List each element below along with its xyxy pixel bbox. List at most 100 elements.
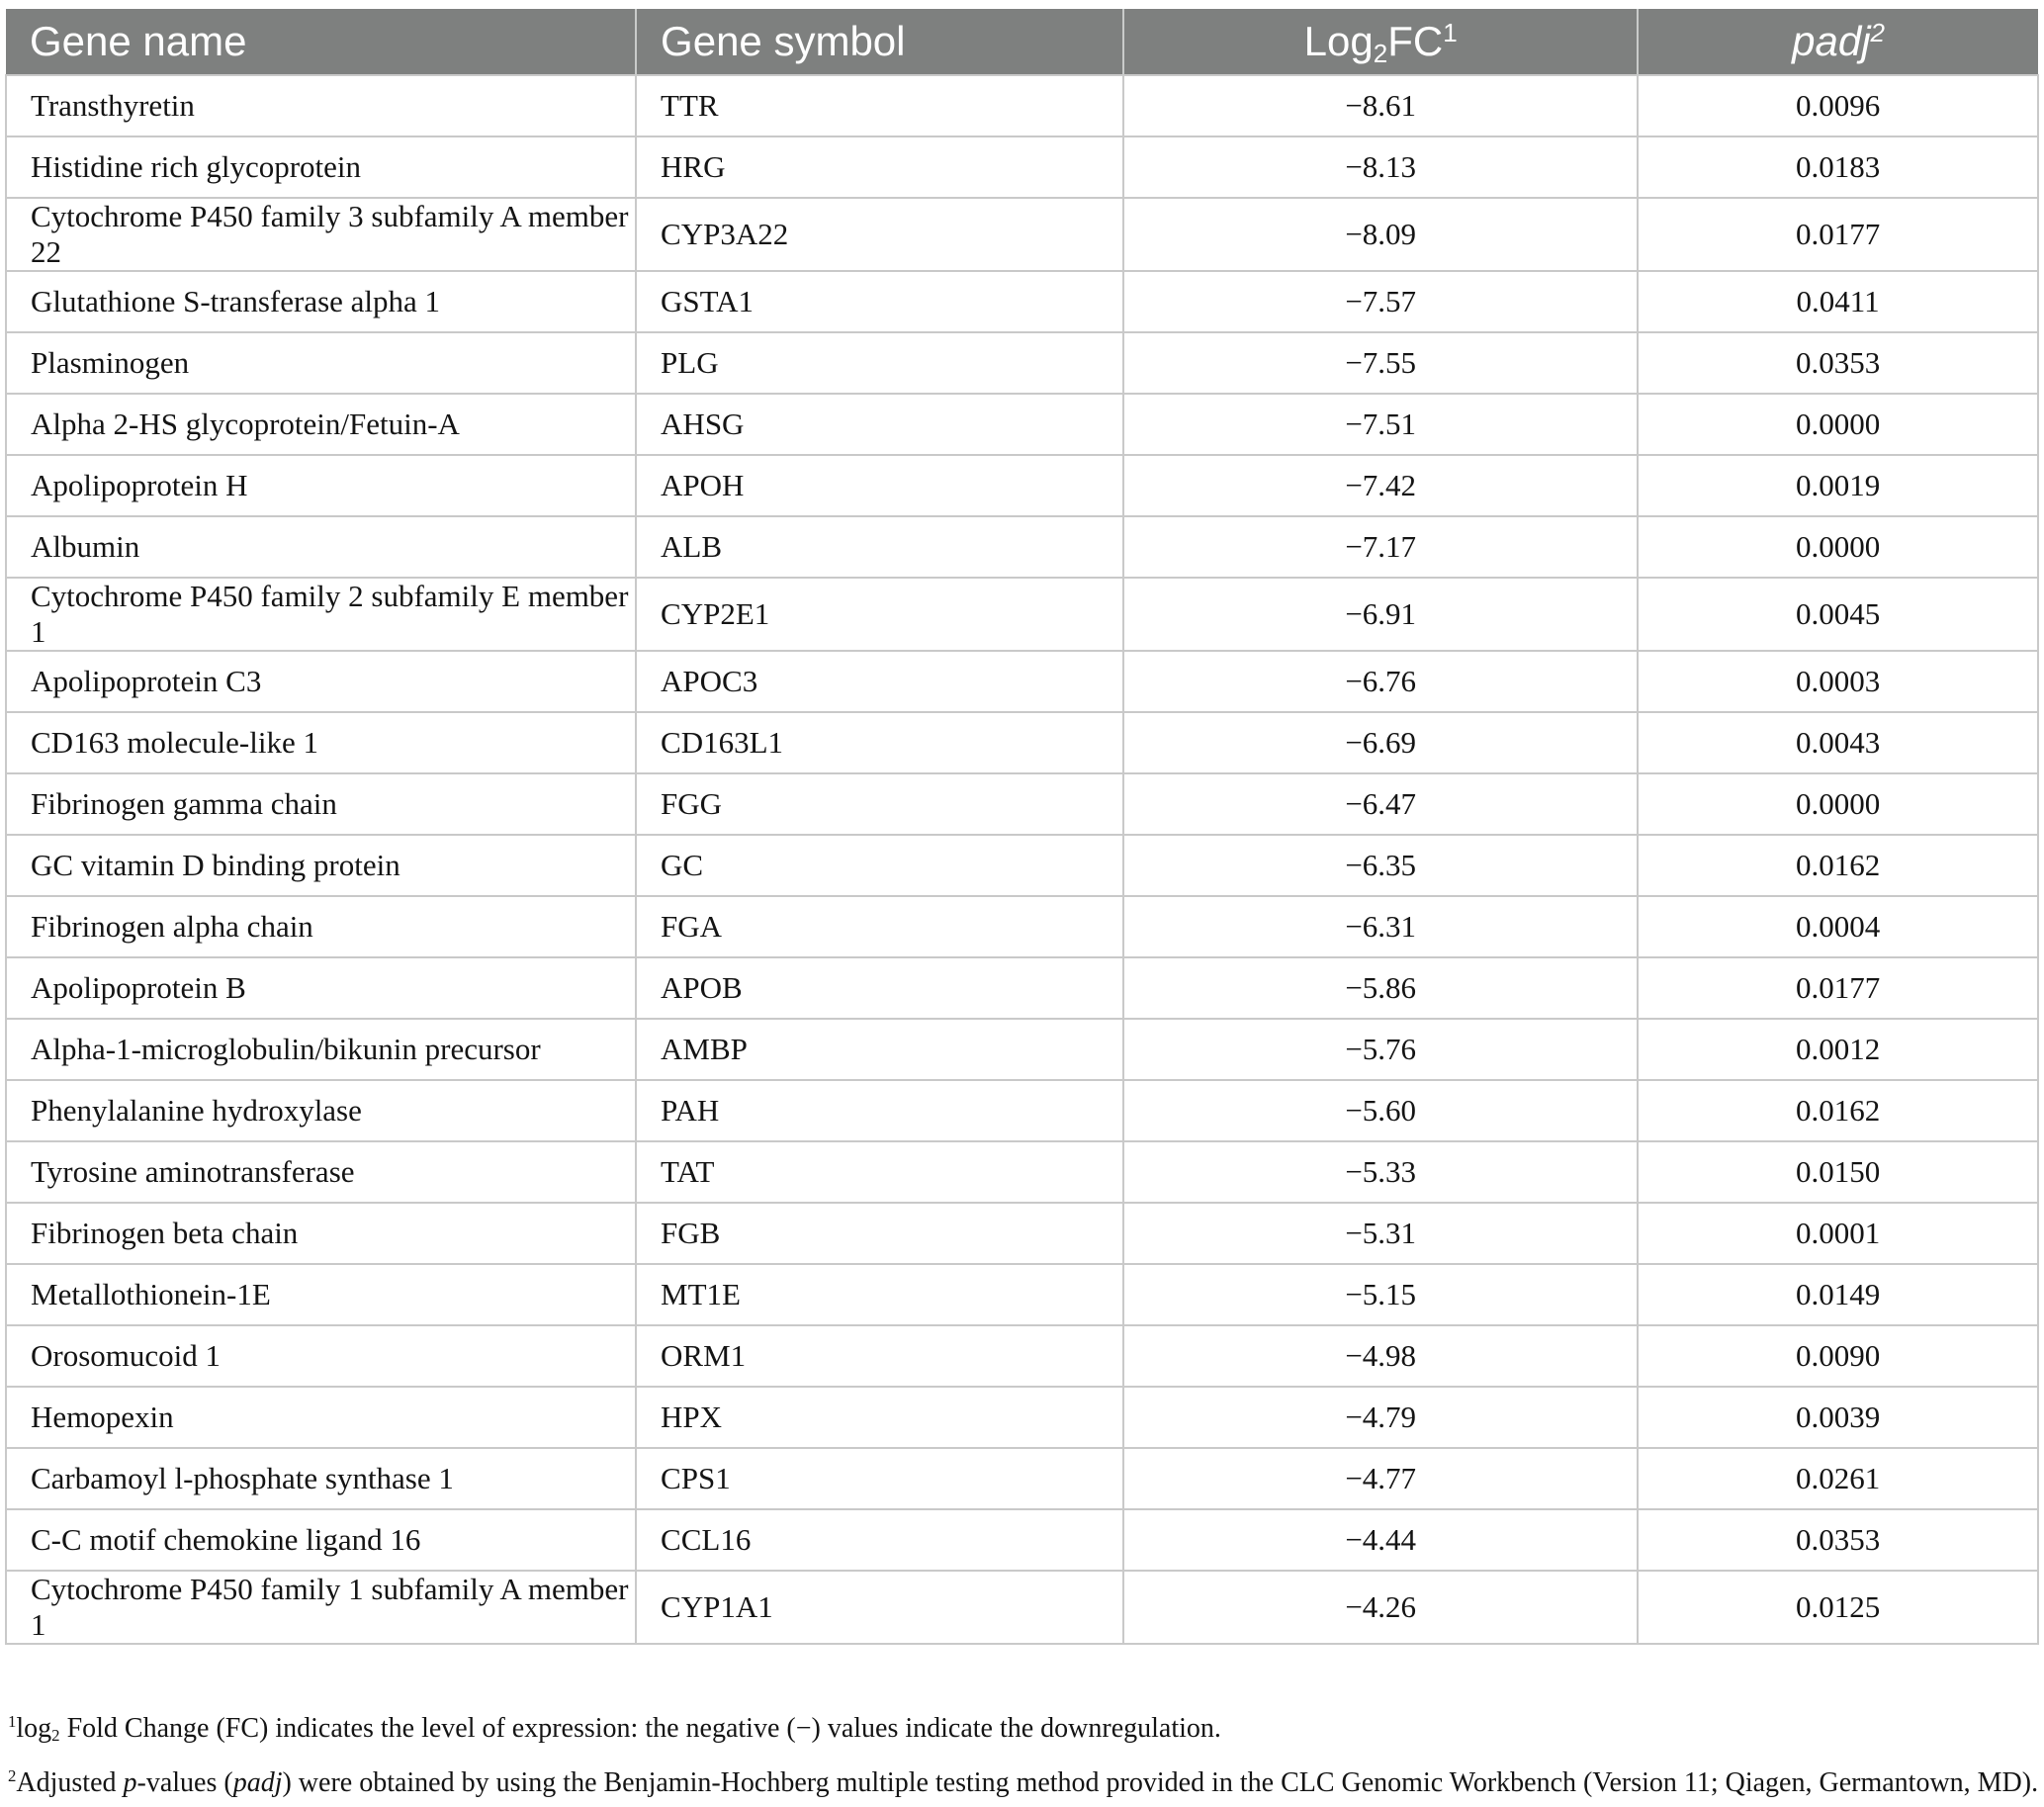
gene-name-cell: Hemopexin — [4, 1386, 638, 1449]
padj-cell: 0.0162 — [1637, 1079, 2039, 1142]
padj-cell: 0.0353 — [1637, 331, 2039, 395]
table-row: Metallothionein-1E MT1E −5.15 0.0149 — [4, 1263, 2039, 1326]
gene-symbol-cell: HRG — [635, 136, 1125, 199]
log2fc-cell: −4.98 — [1122, 1324, 1640, 1388]
table-row: GC vitamin D binding protein GC −6.35 0.016… — [4, 834, 2039, 897]
header-label: padj2 — [1792, 17, 1886, 64]
log2fc-cell: −5.60 — [1122, 1079, 1640, 1142]
gene-symbol-cell: CPS1 — [635, 1447, 1125, 1510]
gene-symbol-cell: ALB — [635, 515, 1125, 579]
gene-name-cell: C-C motif chemokine ligand 16 — [4, 1508, 638, 1572]
padj-cell: 0.0043 — [1637, 711, 2039, 774]
gene-symbol-cell: AHSG — [635, 393, 1125, 456]
gene-name-cell: Plasminogen — [4, 331, 638, 395]
gene-name-cell: Glutathione S-transferase alpha 1 — [4, 270, 638, 333]
gene-symbol-cell: HPX — [635, 1386, 1125, 1449]
gene-symbol-cell: TTR — [635, 74, 1125, 137]
table-row: Alpha-1-microglobulin/bikunin precursor A… — [4, 1018, 2039, 1081]
table-header: Gene name Gene symbol Log2FC1 padj2 — [6, 9, 2038, 75]
gene-name-cell: Fibrinogen alpha chain — [4, 895, 638, 958]
log2fc-cell: −6.35 — [1122, 834, 1640, 897]
gene-name-cell: Apolipoprotein H — [4, 454, 638, 517]
table-row: CD163 molecule-like 1 CD163L1 −6.69 0.0043 — [4, 711, 2039, 774]
log2fc-cell: −6.76 — [1122, 650, 1640, 713]
log2fc-cell: −5.31 — [1122, 1202, 1640, 1265]
gene-name-cell: Apolipoprotein C3 — [4, 650, 638, 713]
gene-name-cell: GC vitamin D binding protein — [4, 834, 638, 897]
gene-name-cell: Albumin — [4, 515, 638, 579]
header-row: Gene name Gene symbol Log2FC1 padj2 — [6, 9, 2038, 75]
gene-name-cell: Fibrinogen gamma chain — [4, 772, 638, 836]
table-row: Plasminogen PLG −7.55 0.0353 — [4, 331, 2039, 395]
padj-cell: 0.0149 — [1637, 1263, 2039, 1326]
log2fc-cell: −4.77 — [1122, 1447, 1640, 1510]
log2fc-cell: −8.61 — [1122, 74, 1640, 137]
log2fc-cell: −4.44 — [1122, 1508, 1640, 1572]
table-row: Transthyretin TTR −8.61 0.0096 — [4, 74, 2039, 137]
padj-cell: 0.0411 — [1637, 270, 2039, 333]
gene-name-cell: Transthyretin — [4, 74, 638, 137]
footnote-2: 2Adjusted p-values (padj) were obtained … — [8, 1765, 2039, 1798]
log2fc-cell: −6.47 — [1122, 772, 1640, 836]
footnotes: 1log2 Fold Change (FC) indicates the lev… — [5, 1708, 2039, 1807]
column-header-gene-name: Gene name — [6, 9, 637, 75]
gene-symbol-cell: AMBP — [635, 1018, 1125, 1081]
padj-cell: 0.0019 — [1637, 454, 2039, 517]
header-label: Gene symbol — [661, 18, 906, 64]
log2fc-cell: −4.26 — [1122, 1570, 1640, 1645]
padj-cell: 0.0003 — [1637, 650, 2039, 713]
padj-cell: 0.0000 — [1637, 772, 2039, 836]
table-row: Albumin ALB −7.17 0.0000 — [4, 515, 2039, 579]
padj-cell: 0.0039 — [1637, 1386, 2039, 1449]
gene-name-cell: Cytochrome P450 family 3 subfamily A mem… — [4, 197, 638, 272]
log2fc-cell: −7.55 — [1122, 331, 1640, 395]
table-row: Carbamoyl l-phosphate synthase 1 CPS1 −4.7… — [4, 1447, 2039, 1510]
table-row: Apolipoprotein B APOB −5.86 0.0177 — [4, 956, 2039, 1020]
table-body: Transthyretin TTR −8.61 0.0096 Histidine ric… — [4, 74, 2039, 1645]
log2fc-cell: −5.86 — [1122, 956, 1640, 1020]
gene-symbol-cell: MT1E — [635, 1263, 1125, 1326]
gene-symbol-cell: FGG — [635, 772, 1125, 836]
header-label: Gene name — [30, 18, 247, 64]
footnote-1: 1log2 Fold Change (FC) indicates the lev… — [8, 1711, 1221, 1746]
log2fc-cell: −7.42 — [1122, 454, 1640, 517]
padj-cell: 0.0125 — [1637, 1570, 2039, 1645]
gene-name-cell: Fibrinogen beta chain — [4, 1202, 638, 1265]
log2fc-cell: −8.09 — [1122, 197, 1640, 272]
table-row: Fibrinogen beta chain FGB −5.31 0.0001 — [4, 1202, 2039, 1265]
gene-symbol-cell: CCL16 — [635, 1508, 1125, 1572]
log2fc-cell: −4.79 — [1122, 1386, 1640, 1449]
table-row: Orosomucoid 1 ORM1 −4.98 0.0090 — [4, 1324, 2039, 1388]
gene-symbol-cell: PAH — [635, 1079, 1125, 1142]
column-header-gene-symbol: Gene symbol — [635, 9, 1124, 75]
table-row: Fibrinogen gamma chain FGG −6.47 0.0000 — [4, 772, 2039, 836]
padj-cell: 0.0162 — [1637, 834, 2039, 897]
log2fc-cell: −7.57 — [1122, 270, 1640, 333]
log2fc-cell: −8.13 — [1122, 136, 1640, 199]
gene-name-cell: Alpha-1-microglobulin/bikunin precursor — [4, 1018, 638, 1081]
table-row: Phenylalanine hydroxylase PAH −5.60 0.0162 — [4, 1079, 2039, 1142]
gene-name-cell: Carbamoyl l-phosphate synthase 1 — [4, 1447, 638, 1510]
table-row: Cytochrome P450 family 2 subfamily E mem… — [4, 577, 2039, 652]
padj-cell: 0.0353 — [1637, 1508, 2039, 1572]
gene-symbol-cell: FGB — [635, 1202, 1125, 1265]
padj-cell: 0.0177 — [1637, 197, 2039, 272]
gene-symbol-cell: APOC3 — [635, 650, 1125, 713]
padj-cell: 0.0001 — [1637, 1202, 2039, 1265]
log2fc-cell: −6.31 — [1122, 895, 1640, 958]
padj-cell: 0.0000 — [1637, 393, 2039, 456]
gene-name-cell: Orosomucoid 1 — [4, 1324, 638, 1388]
table-row: Cytochrome P450 family 3 subfamily A mem… — [4, 197, 2039, 272]
column-header-log2fc: Log2FC1 — [1122, 9, 1639, 75]
gene-symbol-cell: APOH — [635, 454, 1125, 517]
log2fc-cell: −6.69 — [1122, 711, 1640, 774]
log2fc-cell: −6.91 — [1122, 577, 1640, 652]
padj-cell: 0.0045 — [1637, 577, 2039, 652]
gene-symbol-cell: CD163L1 — [635, 711, 1125, 774]
padj-cell: 0.0012 — [1637, 1018, 2039, 1081]
gene-name-cell: Cytochrome P450 family 1 subfamily A mem… — [4, 1570, 638, 1645]
gene-expression-table: Gene name Gene symbol Log2FC1 padj2 Tran… — [4, 9, 2039, 1645]
gene-name-cell: Apolipoprotein B — [4, 956, 638, 1020]
log2fc-cell: −5.33 — [1122, 1140, 1640, 1204]
